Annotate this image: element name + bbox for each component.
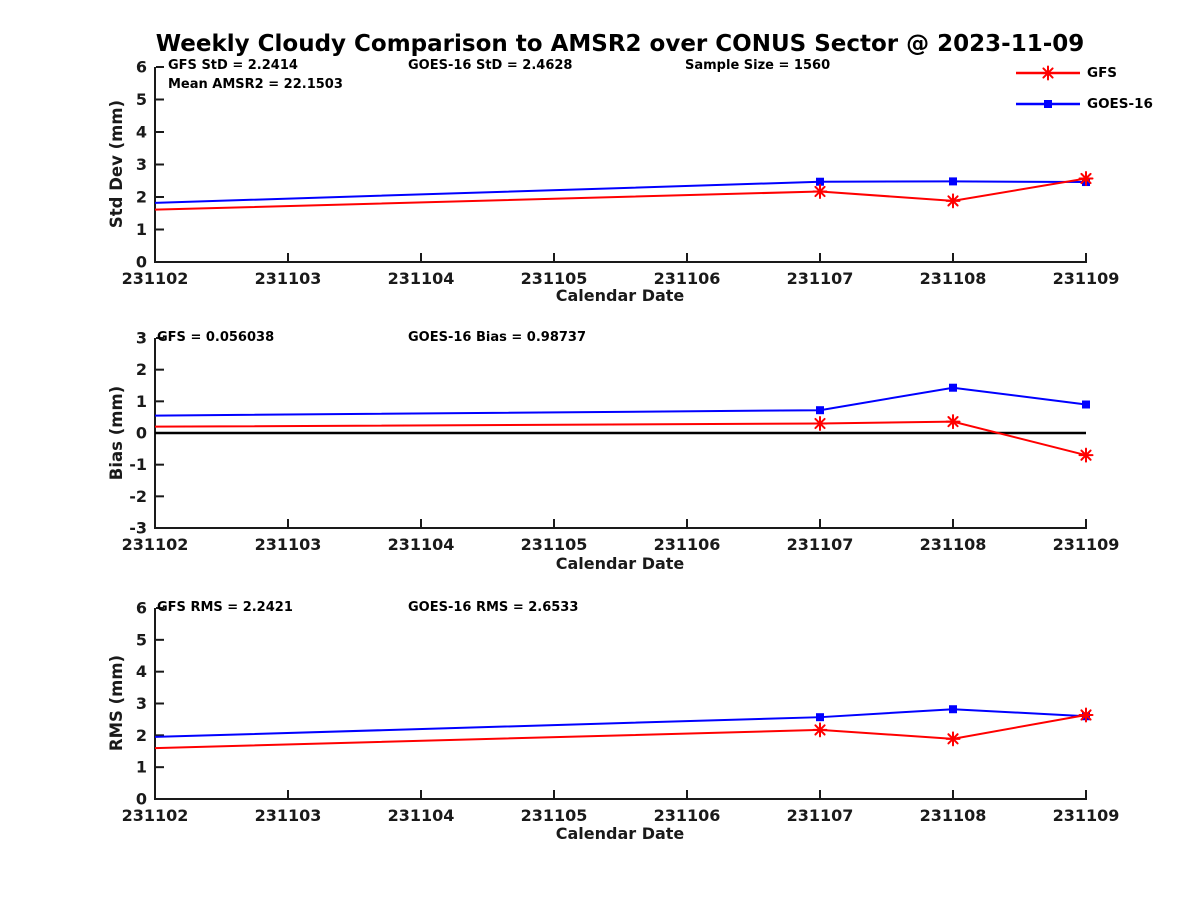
y-tick-label: 3: [136, 155, 147, 174]
x-tick-label: 231108: [920, 269, 987, 288]
x-tick-label: 231108: [920, 535, 987, 554]
x-tick-label: 231103: [255, 806, 322, 825]
rms-gfs-line: [154, 713, 1087, 750]
annotation-gfs-rms: GFS RMS = 2.2421: [157, 600, 293, 615]
rms-goes16-line: [154, 708, 1087, 738]
x-tick-label: 231105: [521, 269, 588, 288]
x-axis-label-panel1: Calendar Date: [555, 286, 685, 305]
panel-rms: 0 1 2 3 4 5 6 231102 231103 231104 231105 231106 231…: [122, 599, 1120, 826]
panel-std-dev: 0 1 2 3 4 5 6 231102 231103 231104 231105 231106 231…: [122, 58, 1120, 289]
x-tick-label: 231107: [787, 269, 854, 288]
y-tick-label: 1: [136, 392, 147, 411]
y-axis-label-std-dev: Std Dev (mm): [107, 99, 126, 229]
x-tick-label: 231103: [255, 535, 322, 554]
x-tick-label: 231105: [521, 535, 588, 554]
x-tick-label: 231108: [920, 806, 987, 825]
y-tick-label: 3: [136, 329, 147, 348]
legend-gfs-marker-asterisk-icon: [1040, 65, 1056, 81]
panel-bias: -3 -2 -1 0 1 2 3 231102 231103 231104 231105 231106…: [122, 329, 1120, 555]
annotation-goes16-std: GOES-16 StD = 2.4628: [408, 58, 573, 73]
x-tick-label: 231104: [388, 535, 455, 554]
y-tick-label: 6: [136, 58, 147, 77]
x-tick-label: 231109: [1053, 535, 1120, 554]
y-tick-label: 2: [136, 188, 147, 207]
y-tick-label: 1: [136, 758, 147, 777]
std-dev-goes16-line: [154, 180, 1087, 204]
std-dev-gfs-marker-asterisk-icon: [1078, 170, 1094, 186]
std-dev-gfs-marker-asterisk-icon: [812, 183, 828, 199]
legend-label-gfs: GFS: [1087, 65, 1118, 81]
y-tick-label: 4: [136, 123, 147, 142]
y-tick-label: 6: [136, 599, 147, 618]
x-tick-label: 231104: [388, 269, 455, 288]
y-tick-label: 2: [136, 360, 147, 379]
y-tick-label: 1: [136, 220, 147, 239]
std-dev-goes16-marker-square-icon: [816, 177, 824, 186]
x-axis-label-panel3: Calendar Date: [555, 824, 685, 843]
y-tick-label: -2: [129, 487, 147, 506]
x-axis-label-panel2: Calendar Date: [555, 554, 685, 573]
x-tick-label: 231107: [787, 535, 854, 554]
rms-gfs-marker-asterisk-icon: [945, 731, 961, 747]
bias-gfs-line: [154, 420, 1087, 457]
annotation-gfs-std: GFS StD = 2.2414: [168, 58, 298, 73]
bias-goes16-marker-square-icon: [949, 383, 957, 392]
chart-title: Weekly Cloudy Comparison to AMSR2 over C…: [155, 31, 1085, 57]
y-tick-label: -1: [129, 455, 147, 474]
rms-goes16-marker-square-icon: [949, 705, 957, 714]
x-tick-label: 231109: [1053, 806, 1120, 825]
y-axis-label-bias: Bias (mm): [107, 385, 126, 481]
annotation-goes16-bias: GOES-16 Bias = 0.98737: [408, 330, 587, 345]
std-dev-gfs-line: [154, 177, 1087, 211]
rms-goes16-marker-square-icon: [816, 713, 824, 722]
rms-gfs-marker-asterisk-icon: [812, 722, 828, 738]
x-tick-label: 231109: [1053, 269, 1120, 288]
legend-label-goes16: GOES-16: [1087, 96, 1153, 112]
std-dev-gfs-marker-asterisk-icon: [945, 193, 961, 209]
bias-goes16-marker-square-icon: [1082, 400, 1090, 409]
y-tick-label: 2: [136, 726, 147, 745]
x-tick-label: 231107: [787, 806, 854, 825]
x-tick-label: 231106: [654, 806, 721, 825]
x-tick-label: 231103: [255, 269, 322, 288]
x-tick-label: 231106: [654, 269, 721, 288]
annotation-gfs-bias: GFS = 0.056038: [157, 330, 275, 345]
std-dev-goes16-marker-square-icon: [949, 177, 957, 186]
bias-gfs-marker-asterisk-icon: [1078, 447, 1094, 463]
y-tick-label: -3: [129, 519, 147, 538]
x-tick-label: 231105: [521, 806, 588, 825]
legend: [1016, 65, 1080, 108]
y-axis-label-rms: RMS (mm): [107, 654, 126, 752]
y-tick-label: 0: [136, 424, 147, 443]
annotation-mean-amsr2: Mean AMSR2 = 22.1503: [168, 77, 343, 92]
y-tick-label: 5: [136, 90, 147, 109]
x-tick-label: 231106: [654, 535, 721, 554]
bias-goes16-line: [154, 386, 1087, 417]
y-tick-label: 3: [136, 694, 147, 713]
y-tick-label: 0: [136, 253, 147, 272]
legend-goes16-marker-square-icon: [1044, 100, 1052, 108]
bias-gfs-marker-asterisk-icon: [945, 414, 961, 430]
x-tick-label: 231102: [122, 535, 189, 554]
y-tick-label: 4: [136, 662, 147, 681]
x-tick-label: 231102: [122, 806, 189, 825]
annotation-sample-size: Sample Size = 1560: [685, 58, 831, 73]
x-tick-label: 231102: [122, 269, 189, 288]
y-tick-label: 5: [136, 630, 147, 649]
annotation-goes16-rms: GOES-16 RMS = 2.6533: [408, 600, 579, 615]
rms-gfs-marker-asterisk-icon: [1078, 707, 1094, 723]
bias-goes16-marker-square-icon: [816, 406, 824, 415]
y-tick-label: 0: [136, 790, 147, 809]
bias-gfs-marker-asterisk-icon: [812, 416, 828, 431]
x-tick-label: 231104: [388, 806, 455, 825]
